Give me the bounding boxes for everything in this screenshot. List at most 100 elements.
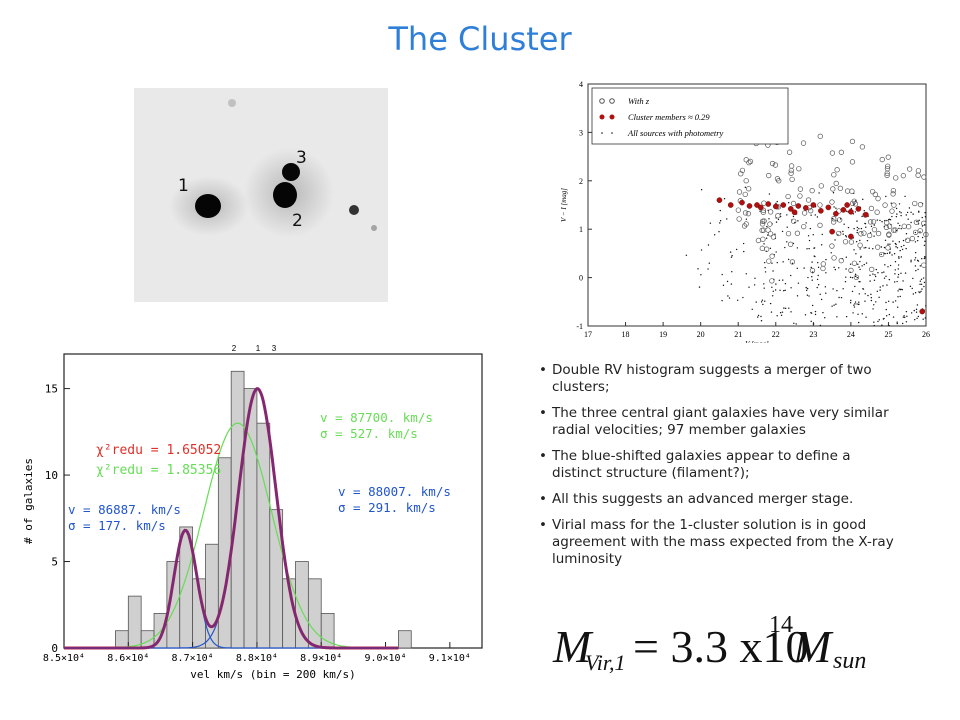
cmd-photometry-point [779,312,782,314]
cmd-photometry-point [817,266,820,269]
cmd-redshift-point [746,186,752,192]
cmd-redshift-point [776,178,782,184]
cmd-photometry-point [810,320,812,323]
cmd-photometry-point [783,307,785,309]
cmd-photometry-point [864,293,866,295]
cmd-photometry-point [885,275,887,278]
cmd-photometry-point [742,296,744,299]
cmd-legend-label: Cluster members ≈ 0.29 [628,112,710,122]
cmd-photometry-point [916,259,919,262]
cmd-photometry-point [920,283,923,285]
cmd-photometry-point [761,299,764,301]
cmd-photometry-point [764,266,766,269]
cmd-photometry-point [822,311,824,314]
cmd-photometry-point [776,315,778,317]
cmd-photometry-point [884,264,886,266]
cmd-photometry-point [825,292,827,294]
cmd-redshift-point [884,172,890,178]
cmd-photometry-point [858,293,861,295]
cmd-photometry-point [869,280,871,282]
hist-x-tick-label: 8.8×10⁴ [236,653,278,664]
cmd-redshift-point [789,176,795,182]
cmd-photometry-point [854,285,856,288]
cmd-member-point [780,202,787,208]
cmd-photometry-point [912,293,915,295]
cmd-photometry-point [856,303,858,305]
cmd-photometry-point [853,304,855,306]
cmd-photometry-point [811,276,813,278]
cmd-photometry-point [914,241,917,243]
cmd-photometry-point [914,259,916,261]
cmd-photometry-point [910,259,912,262]
cmd-redshift-point [837,217,843,223]
cmd-photometry-point [830,252,832,254]
cmd-photometry-point [790,274,792,277]
cmd-redshift-point [742,191,748,198]
cmd-redshift-point [790,200,797,207]
cmd-photometry-point [806,287,809,290]
cmd-photometry-point [856,277,858,279]
cmd-photometry-point [859,239,861,242]
cmd-photometry-point [904,272,907,274]
cmd-photometry-point [887,243,889,245]
cmd-photometry-point [883,246,886,249]
cmd-photometry-point [771,262,773,264]
cmd-redshift-point [831,255,837,261]
cmd-photometry-point [870,297,873,299]
cmd-photometry-point [719,209,721,212]
cmd-photometry-point [919,231,921,233]
hist-y-axis-label: # of galaxies [22,458,35,544]
cmd-photometry-point [910,221,912,224]
bullet-item: Double RV histogram suggests a merger of… [538,362,898,396]
cmd-photometry-point [894,261,897,263]
cmd-photometry-point [808,247,810,250]
cmd-photometry-point [729,251,732,253]
cmd-photometry-point [886,284,888,286]
cmd-photometry-point [875,301,877,303]
cmd-photometry-point [897,276,899,278]
red-chi-label: χ²redu = 1.65052 [96,443,221,458]
cmd-photometry-point [796,295,799,297]
cmd-photometry-point [833,266,835,269]
cmd-photometry-point [897,296,899,298]
cmd-photometry-point [853,249,855,251]
cmd-redshift-point [741,223,748,229]
cmd-redshift-point [879,156,885,163]
cmd-photometry-point [883,277,886,279]
cmd-member-point [833,210,839,217]
cmd-redshift-point [817,202,823,208]
cmd-photometry-point [856,229,859,232]
cmd-photometry-point [921,288,923,290]
cmd-redshift-point [818,183,824,189]
cmd-photometry-point [760,301,763,303]
cmd-photometry-point [900,214,902,217]
cmd-photometry-point [914,231,917,234]
cmd-photometry-point [722,284,725,287]
cmd-photometry-point [898,256,900,258]
cmd-redshift-point [870,219,877,225]
cmd-photometry-point [849,302,852,304]
cmd-photometry-point [911,287,913,290]
cmd-photometry-point [762,303,764,306]
cmd-photometry-point [889,243,891,245]
cmd-photometry-point [873,279,876,282]
cmd-photometry-point [819,324,822,327]
cmd-photometry-point [873,224,876,226]
cmd-photometry-point [842,233,844,235]
hist-x-tick-label: 8.5×10⁴ [43,653,85,664]
cmd-redshift-point [917,228,923,234]
cmd-photometry-point [804,314,807,316]
cmd-y-tick-label: -1 [576,322,583,331]
cmd-redshift-point [769,278,775,284]
cmd-photometry-point [814,214,816,216]
cmd-photometry-point [899,288,902,291]
blue-fit-left-velocity: v = 86887. km/s [68,502,181,517]
cmd-photometry-point [924,216,927,218]
cmd-redshift-point [889,208,895,214]
cmd-photometry-point [807,235,810,237]
cmd-photometry-point [730,283,733,285]
cmd-photometry-point [781,311,784,313]
cmd-photometry-point [888,252,891,254]
cmd-photometry-point [797,282,800,284]
cmd-member-point [919,308,926,315]
